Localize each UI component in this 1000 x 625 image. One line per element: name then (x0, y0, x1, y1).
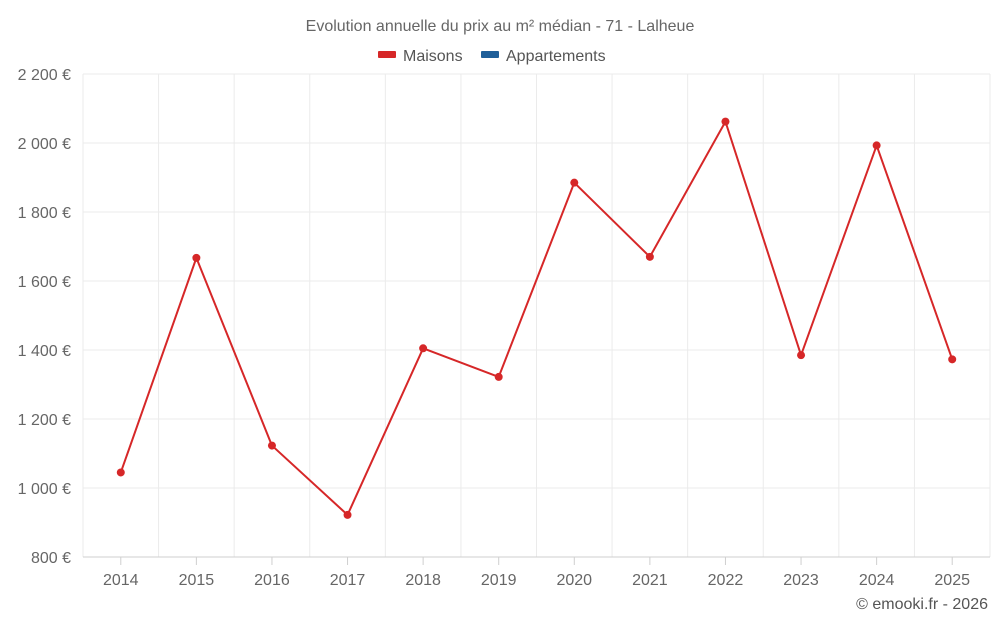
data-point[interactable] (872, 141, 881, 150)
y-tick-label: 1 800 € (18, 205, 71, 222)
x-tick-label: 2016 (254, 572, 290, 589)
x-tick-label: 2022 (708, 572, 744, 589)
x-tick-label: 2014 (103, 572, 139, 589)
y-tick-label: 1 400 € (18, 343, 71, 360)
x-tick-label: 2024 (859, 572, 895, 589)
x-tick-label: 2020 (556, 572, 592, 589)
data-point[interactable] (192, 253, 201, 262)
data-point[interactable] (267, 441, 276, 450)
chart-title: Evolution annuelle du prix au m² médian … (306, 18, 695, 35)
x-tick-label: 2018 (405, 572, 441, 589)
data-point[interactable] (797, 351, 806, 360)
legend-item-appartements[interactable]: Appartements (481, 48, 606, 65)
credit-text: © emooki.fr - 2026 (856, 596, 988, 613)
legend: Maisons Appartements (378, 48, 606, 65)
legend-swatch-maisons (378, 51, 396, 58)
x-tick-label: 2017 (330, 572, 366, 589)
y-tick-label: 2 000 € (18, 136, 71, 153)
data-point[interactable] (721, 117, 730, 126)
legend-label-maisons: Maisons (403, 48, 463, 65)
data-point[interactable] (570, 178, 579, 187)
grid (82, 73, 991, 557)
x-tick-label: 2025 (934, 572, 970, 589)
legend-swatch-appartements (481, 51, 499, 58)
series-maisons (116, 117, 957, 519)
axes: 800 € 1 000 € 1 200 € 1 400 € 1 600 € 1 800 €… (18, 67, 990, 589)
data-point[interactable] (419, 344, 428, 353)
x-tick-label: 2023 (783, 572, 819, 589)
x-tick-label: 2019 (481, 572, 517, 589)
legend-item-maisons[interactable]: Maisons (378, 48, 463, 65)
x-tick-label: 2021 (632, 572, 668, 589)
y-tick-label: 2 200 € (18, 67, 71, 84)
data-point[interactable] (116, 468, 125, 477)
x-tick-label: 2015 (179, 572, 215, 589)
y-tick-label: 1 200 € (18, 412, 71, 429)
series-line-maisons (119, 120, 954, 516)
y-tick-label: 800 € (31, 550, 71, 567)
y-tick-label: 1 600 € (18, 274, 71, 291)
y-tick-label: 1 000 € (18, 481, 71, 498)
data-point[interactable] (948, 355, 957, 364)
data-point[interactable] (645, 252, 654, 261)
data-point[interactable] (494, 372, 503, 381)
legend-label-appartements: Appartements (506, 48, 606, 65)
data-point[interactable] (343, 510, 352, 519)
